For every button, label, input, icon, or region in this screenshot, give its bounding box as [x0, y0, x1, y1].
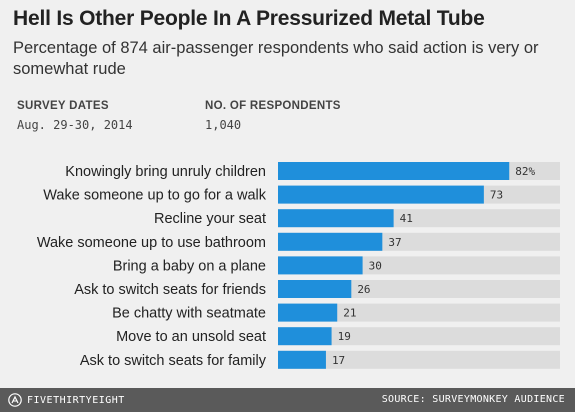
value-label: 26	[357, 283, 370, 296]
bar-chart: Knowingly bring unruly children 82% Wake s…	[37, 162, 560, 369]
chart-title: Hell Is Other People In A Pressurized Me…	[13, 7, 485, 30]
bar-track	[278, 350, 560, 369]
survey-dates-label: SURVEY DATES	[17, 100, 109, 112]
bar	[278, 303, 338, 322]
bar-track	[278, 303, 560, 322]
respondents-label: NO. OF RESPONDENTS	[205, 100, 341, 112]
bar	[278, 280, 352, 298]
bar	[278, 209, 394, 228]
value-label: 17	[332, 354, 345, 367]
value-label: 82%	[515, 165, 535, 178]
survey-dates-value: Aug. 29-30, 2014	[17, 118, 133, 132]
category-label: Recline your seat	[154, 211, 266, 227]
bar	[278, 162, 510, 180]
value-label: 21	[343, 307, 356, 320]
footer-bar: FIVETHIRTYEIGHT SOURCE: SURVEYMONKEY AUD…	[0, 388, 575, 412]
category-label: Wake someone up to go for a walk	[43, 188, 266, 204]
category-label: Ask to switch seats for family	[80, 353, 267, 369]
footer-logo: FIVETHIRTYEIGHT	[8, 393, 125, 407]
bar	[278, 256, 363, 275]
value-label: 19	[338, 330, 351, 343]
footer-source: SOURCE: SURVEYMONKEY AUDIENCE	[381, 394, 565, 405]
bar	[278, 350, 326, 369]
bar	[278, 232, 383, 251]
category-label: Be chatty with seatmate	[112, 306, 266, 322]
category-label: Wake someone up to use bathroom	[37, 235, 266, 251]
bar	[278, 185, 484, 204]
value-label: 37	[388, 236, 401, 249]
fivethirtyeight-logo-icon	[8, 393, 22, 407]
value-label: 73	[490, 189, 503, 202]
category-label: Bring a baby on a plane	[113, 258, 266, 274]
value-label: 41	[400, 212, 413, 225]
value-label: 30	[369, 259, 382, 272]
bar-track	[278, 327, 560, 346]
category-label: Move to an unsold seat	[116, 329, 266, 345]
footer-logo-text: FIVETHIRTYEIGHT	[27, 394, 125, 406]
respondents-value: 1,040	[205, 118, 242, 132]
category-label: Ask to switch seats for friends	[74, 282, 266, 298]
bar	[278, 327, 332, 346]
category-label: Knowingly bring unruly children	[65, 164, 266, 180]
chart-subtitle: Percentage of 874 air-passenger responde…	[13, 39, 539, 78]
